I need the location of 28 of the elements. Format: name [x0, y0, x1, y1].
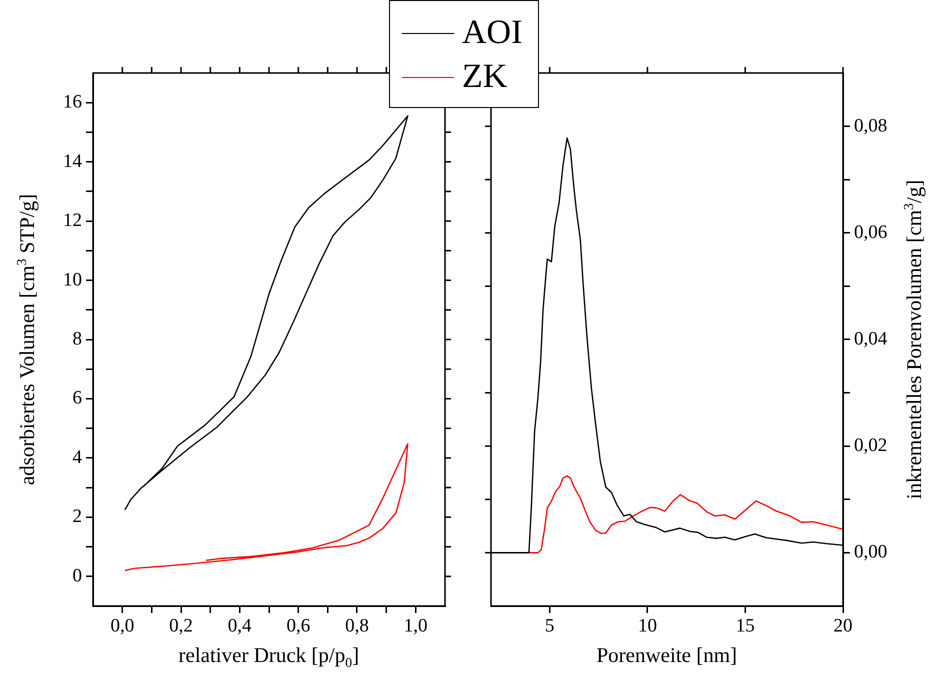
y2-tick-label: 0,08 — [854, 115, 888, 136]
y2-tick-label: 0,06 — [854, 222, 888, 243]
y-tick-label: 4 — [72, 446, 82, 468]
x-axis-title: Porenweite [nm] — [596, 643, 738, 667]
y-tick-label: 10 — [63, 269, 82, 290]
legend-label: AOI — [462, 14, 522, 52]
x-axis-title: relativer Druck [p/p$_{0}$] — [178, 643, 360, 670]
x-tick-label: 15 — [736, 615, 755, 636]
x-tick-label: 10 — [638, 615, 657, 636]
y-tick-label: 2 — [72, 506, 82, 528]
x-tick-label: 0,4 — [228, 615, 252, 636]
legend-label: ZK — [462, 58, 508, 96]
x-tick-label: 20 — [834, 615, 852, 636]
x-tick-label: 1,0 — [404, 615, 428, 636]
x-tick-label: 0,2 — [169, 615, 193, 636]
y-tick-label: 0 — [72, 565, 82, 586]
y-tick-label: 14 — [63, 150, 82, 172]
y2-tick-label: 0,02 — [854, 435, 888, 456]
y-tick-label: 6 — [72, 388, 82, 409]
y2-tick-label: 0,04 — [854, 328, 888, 350]
x-tick-label: 0,8 — [345, 615, 369, 636]
y-tick-label: 8 — [72, 328, 82, 350]
x-tick-label: 0,6 — [286, 615, 310, 636]
x-tick-label: 5 — [544, 615, 554, 636]
y-tick-label: 12 — [63, 210, 82, 232]
y2-tick-label: 0,00 — [854, 542, 888, 563]
y-tick-label: 16 — [63, 92, 82, 113]
x-tick-label: 0,0 — [110, 615, 134, 636]
